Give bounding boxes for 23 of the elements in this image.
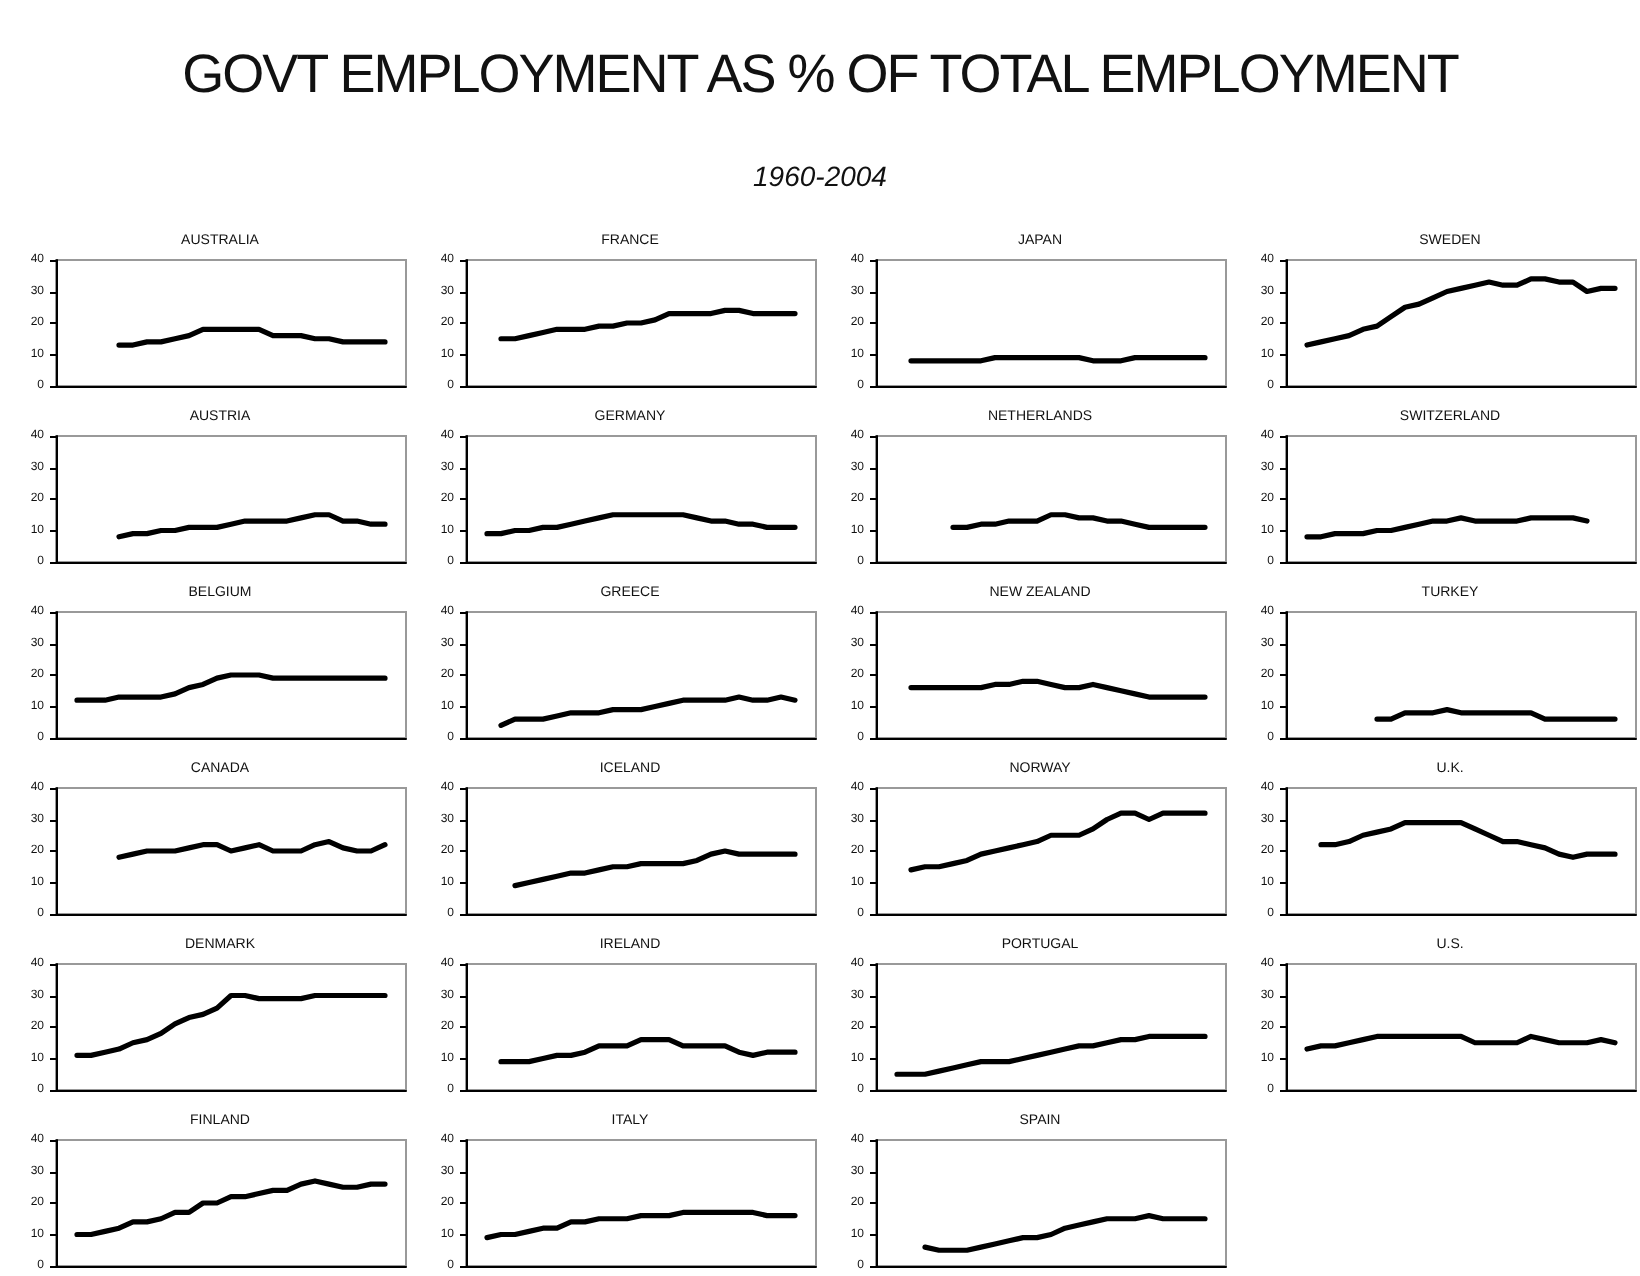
line-series [1304,1033,1618,1052]
line-series [498,1037,798,1065]
line-series [116,326,388,348]
text: GOVT EMPLOYMENT AS % OF TOTAL EMPLOYMENT [180,44,1461,106]
line-series [1304,515,1590,540]
line-series [74,1178,388,1238]
line-series [512,848,798,889]
line-series [1318,820,1618,860]
line-series [908,810,1208,873]
line-series [894,1033,1208,1077]
line-series [116,838,388,860]
line-series [922,1213,1208,1253]
line-series [74,672,388,703]
line-series [498,307,798,342]
line-series [908,678,1208,700]
line-series [950,512,1208,530]
line-series [1304,276,1618,348]
line-series [484,1209,798,1241]
line-series [116,512,388,540]
line-series [498,694,798,728]
text: 1960-2004 [751,160,889,192]
line-series [484,512,798,537]
line-series [74,992,388,1058]
